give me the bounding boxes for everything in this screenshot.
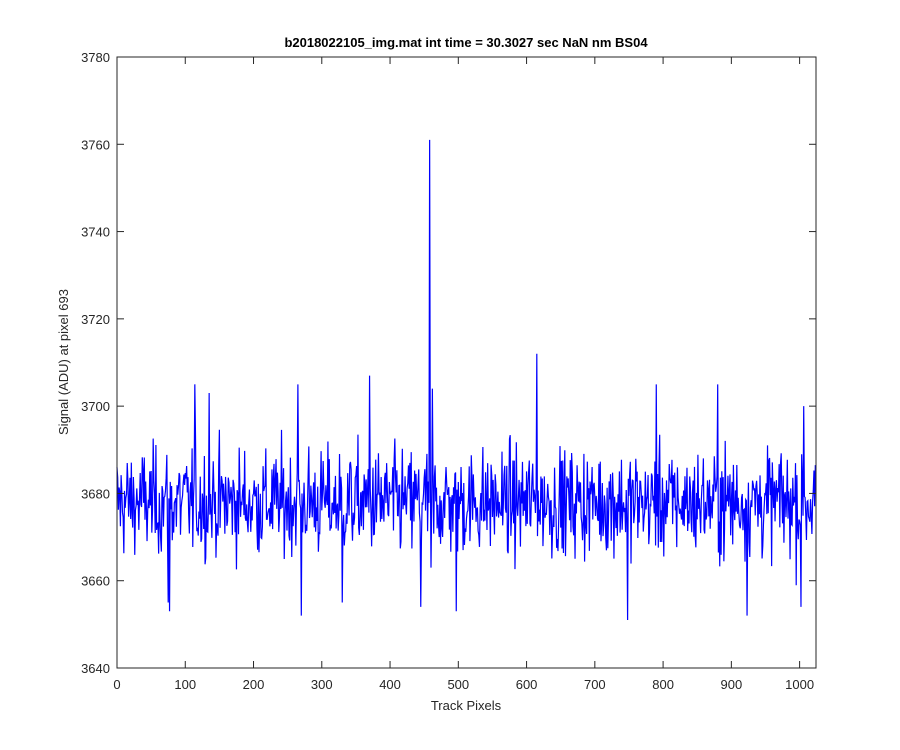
- y-axis: 3640 3660 3680 3700 3720 3740 3760 3780: [81, 50, 816, 676]
- chart-title: b2018022105_img.mat int time = 30.3027 s…: [284, 35, 648, 50]
- x-tick-label: 900: [721, 677, 743, 692]
- y-tick-label: 3640: [81, 661, 110, 676]
- x-tick-label: 500: [447, 677, 469, 692]
- x-tick-label: 1000: [785, 677, 814, 692]
- y-tick-label: 3700: [81, 399, 110, 414]
- x-tick-label: 700: [584, 677, 606, 692]
- y-axis-label: Signal (ADU) at pixel 693: [56, 289, 71, 435]
- x-tick-label: 600: [516, 677, 538, 692]
- x-tick-label: 100: [174, 677, 196, 692]
- x-tick-label: 200: [243, 677, 265, 692]
- y-tick-label: 3740: [81, 225, 110, 240]
- y-tick-label: 3680: [81, 486, 110, 501]
- series-layer: [116, 139, 816, 620]
- y-tick-label: 3720: [81, 312, 110, 327]
- x-axis-label: Track Pixels: [431, 698, 502, 713]
- x-tick-label: 0: [113, 677, 120, 692]
- x-tick-label: 400: [379, 677, 401, 692]
- y-tick-label: 3780: [81, 50, 110, 65]
- x-tick-label: 800: [652, 677, 674, 692]
- plot-area: [117, 57, 816, 668]
- x-axis: 0 100 200 300 400 500 600 700 800 900 1000: [113, 57, 814, 692]
- y-tick-label: 3660: [81, 574, 110, 589]
- signal-series-line: [116, 139, 816, 620]
- x-tick-label: 300: [311, 677, 333, 692]
- axes-box: [116, 56, 817, 669]
- y-tick-label: 3760: [81, 137, 110, 152]
